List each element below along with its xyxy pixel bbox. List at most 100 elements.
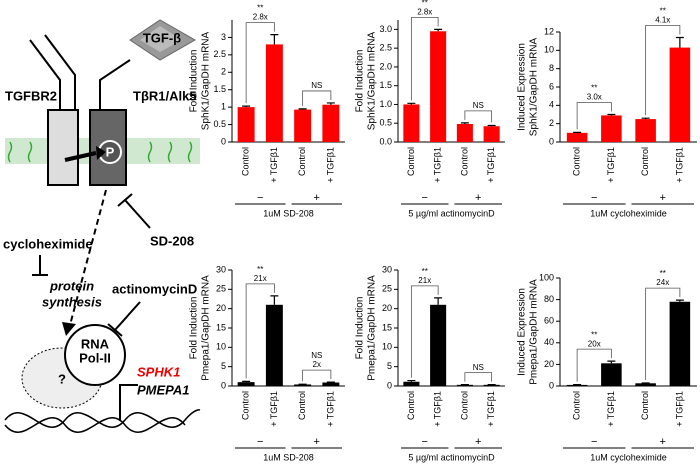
group-label: + [475,192,481,204]
receptor2-arm [44,34,76,110]
x-axis-label: 1uM cycloheximide [590,208,667,218]
bar [456,123,473,142]
y-tick-label: 1.5 [213,84,226,94]
y-tick-label: 1.0 [379,99,392,109]
x-tick-label: Control [241,391,251,420]
x-tick-label: + TGFβ1 [325,391,335,427]
annotation: ** [660,7,666,16]
error-bar [675,36,684,48]
bar [322,104,340,142]
chart: 0 5 10 15 20 25 30 Fold Induction Pmepa1/GapDH m… [355,264,505,462]
x-tick-label: + TGFβ1 [269,391,279,427]
bar [635,383,656,386]
group-label: − [591,192,597,204]
bar [566,132,588,142]
y-axis-label: Fold Induction [355,297,366,360]
annotation: ** [257,265,263,274]
group-label: + [475,436,481,448]
receptor2-arm [29,39,61,115]
error-bar [641,117,650,120]
y-tick-label: 15 [216,322,226,332]
error-bar [242,105,251,108]
error-bar [434,297,443,305]
annotation: ** [591,330,597,339]
bar [294,384,312,386]
bar [294,109,312,142]
y-axis-label: Pmepa1/GapDH mRNA [529,279,540,385]
annotation: 21x [254,274,267,283]
annotation: 2x [313,360,321,369]
dna [4,417,186,433]
comparison-bracket [645,25,681,116]
error-bar [607,113,616,116]
y-axis-label: SphK1/GapDH mRNA [529,37,540,136]
y-tick-label: 10 [382,342,392,352]
y-tick-label: 20 [216,303,226,313]
annotation: 4.1x [655,16,670,25]
error-bar [298,108,307,110]
error-bar [434,28,443,32]
group-label: − [257,436,263,448]
bar [430,31,447,143]
x-tick-label: Control [241,147,251,176]
y-tick-label: 25 [382,284,392,294]
x-axis-label: 5 µg/ml actinomycinD [408,452,495,462]
y-axis-label: Fold Induction [189,50,200,113]
receptor1-label: TβR1/Alk5 [133,88,197,103]
bar [322,382,340,386]
group-label: + [314,192,320,204]
comparison-bracket [576,102,612,130]
x-tick-label: Control [406,147,416,176]
x-axis-label: 1uM SD-208 [263,208,314,218]
group-label: − [422,436,428,448]
group-label: − [591,436,597,448]
error-bar [487,124,496,127]
arrowhead [62,322,76,336]
comparison-bracket [245,283,275,379]
receptor2 [47,109,79,186]
group-label: − [257,192,263,204]
y-axis-label: Pmepa1/GapDH mRNA [367,275,378,381]
comparison-bracket [645,287,681,380]
group-label: + [314,436,320,448]
annotation: 2.8x [253,13,268,22]
y-tick-label: 80 [544,294,554,304]
y-axis-label: Pmepa1/GapDH mRNA [201,275,212,381]
y-tick-label: 25 [216,284,226,294]
inhibition [107,301,141,337]
inhibitor-label: SD-208 [150,233,194,248]
x-tick-label: Control [297,391,307,420]
gene-label: PMEPA1 [137,382,190,397]
annotation: NS [473,363,484,372]
polymerase-label: RNA [81,336,110,351]
x-axis-label: 1uM SD-208 [263,452,314,462]
x-tick-label: Control [297,147,307,176]
comparison-bracket [576,348,612,382]
comparison-bracket [302,369,332,382]
inhibitor-label: cycloheximide [3,236,93,251]
x-tick-label: Control [640,391,650,420]
x-tick-label: + TGFβ1 [433,391,443,427]
inhibition [117,193,151,229]
comparison-bracket [464,372,493,382]
y-tick-label: 4 [549,100,554,110]
comparison-bracket [464,110,493,123]
y-tick-label: 15 [382,322,392,332]
y-tick-label: 0.5 [213,119,226,129]
y-tick-label: 0 [221,136,226,146]
y-tick-label: 100 [539,272,554,282]
tss-arrow [119,384,138,420]
y-tick-label: 6 [549,81,554,91]
annotation: 2.8x [417,7,432,16]
bar [601,115,622,142]
comparison-bracket [245,22,275,104]
unknown-label: ? [58,371,66,386]
y-tick-label: 2 [549,118,554,128]
y-axis-label: SphK1/GapDH mRNA [367,31,378,130]
x-tick-label: + TGFβ1 [674,147,684,183]
y-tick-label: 0.5 [379,118,392,128]
y-tick-label: 0.0 [379,136,392,146]
y-tick-label: 10 [216,342,226,352]
annotation: ** [591,84,597,93]
